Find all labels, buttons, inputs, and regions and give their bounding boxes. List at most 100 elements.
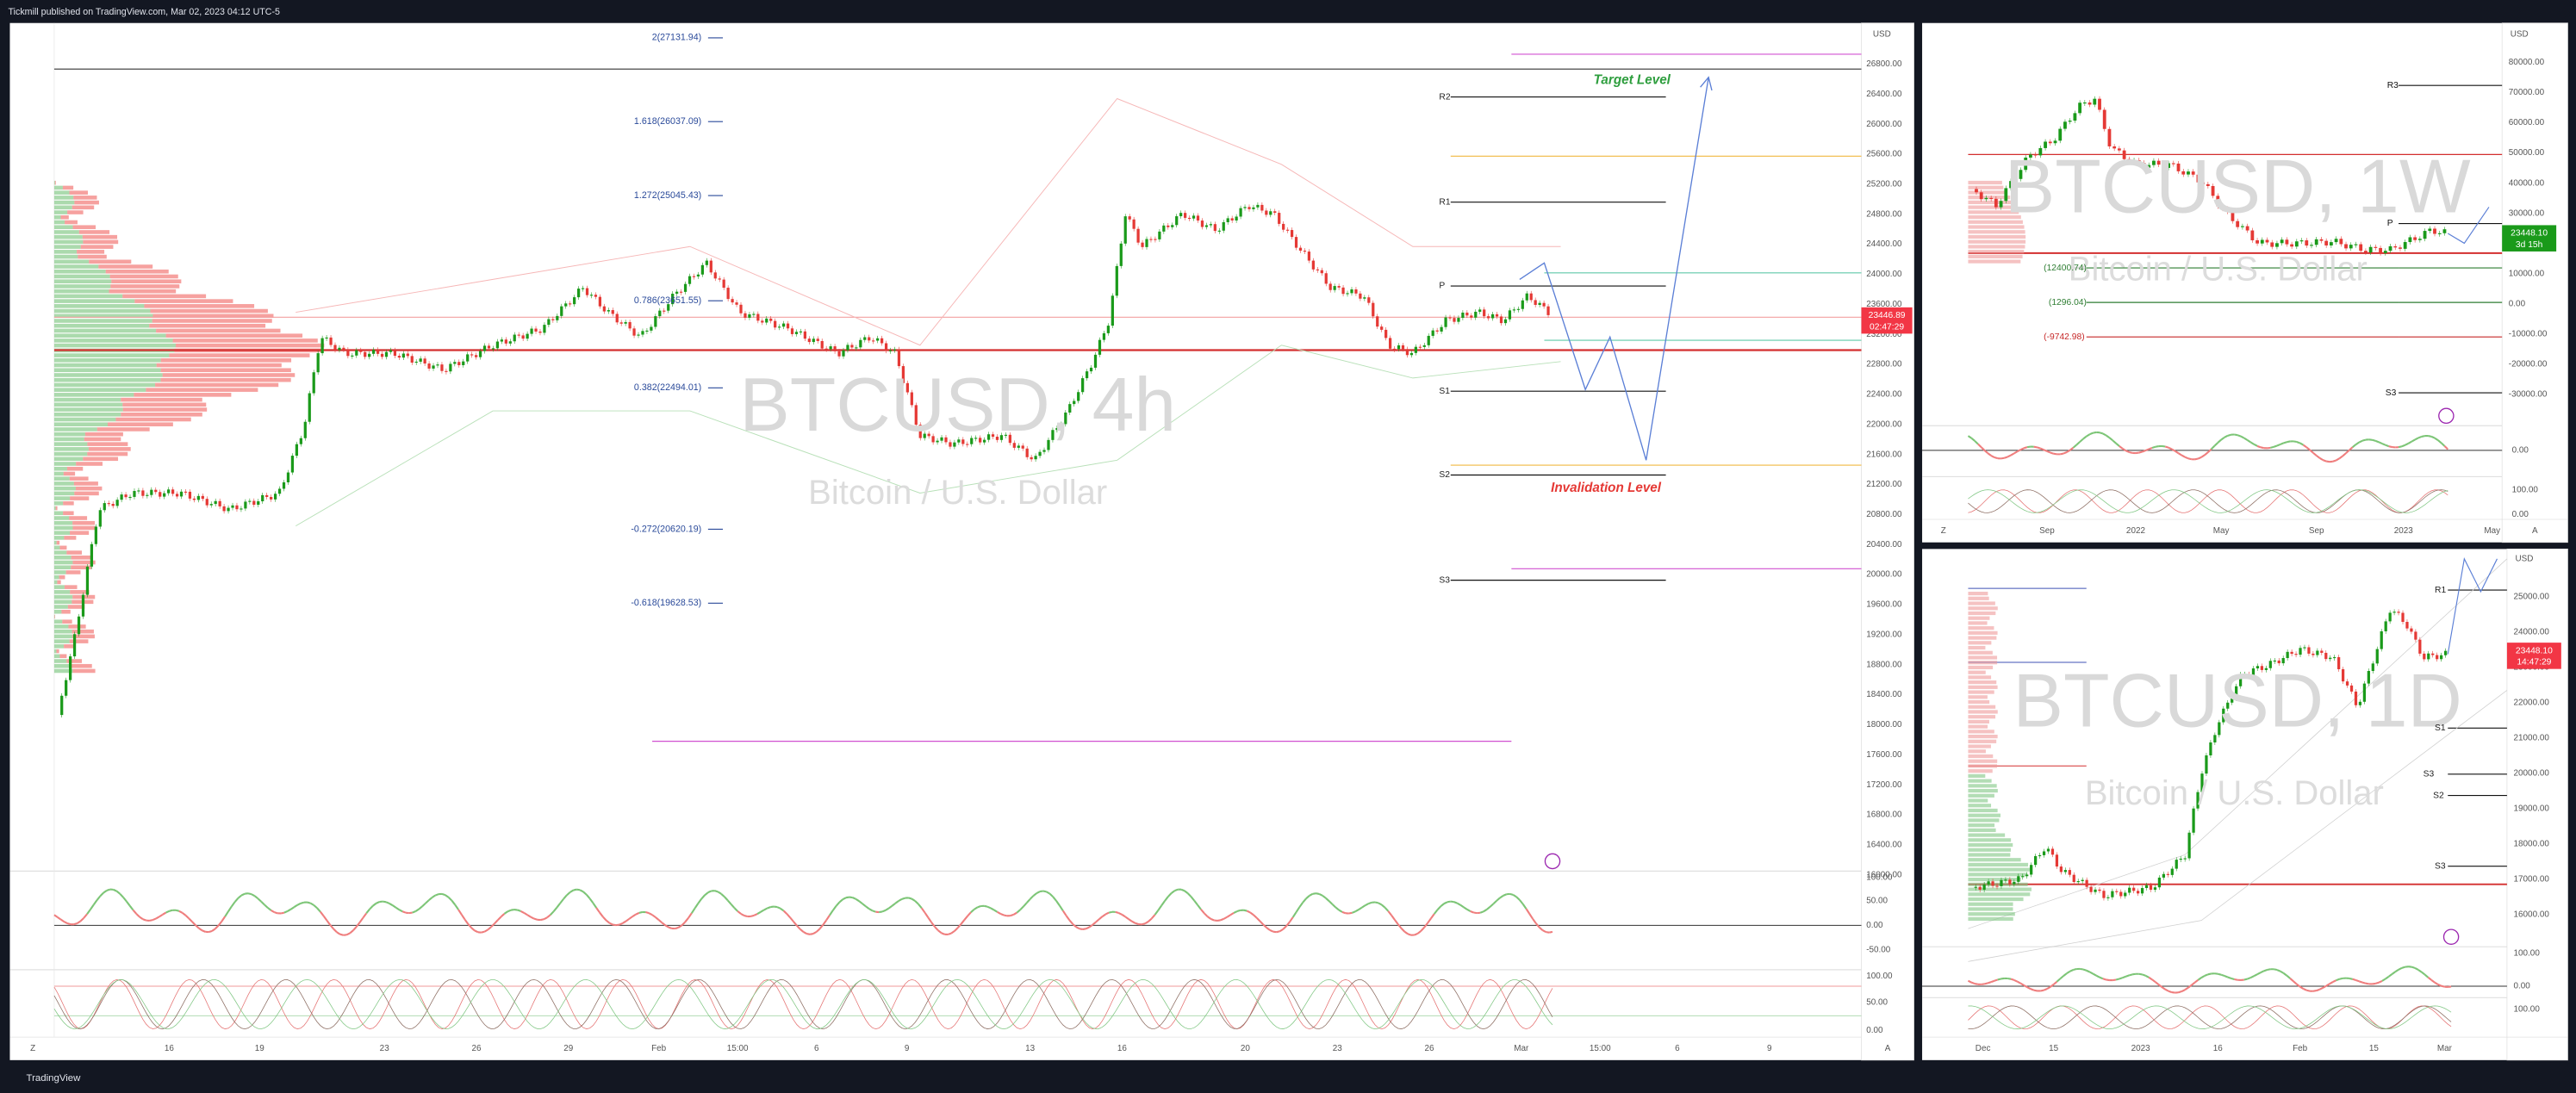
scale-button[interactable]: Z <box>1941 526 1946 536</box>
candle <box>1204 225 1209 227</box>
oscillator <box>389 903 394 907</box>
oscillator <box>313 904 318 910</box>
volume-profile-bar <box>1968 739 1997 743</box>
oscillator <box>648 912 653 916</box>
oscillator <box>247 892 252 896</box>
candle <box>1341 287 1345 295</box>
volume-profile-bar <box>1968 630 1998 635</box>
oscillator <box>1528 913 1534 920</box>
fib-label: 2(27131.94) <box>652 33 702 43</box>
oscillator <box>881 909 887 913</box>
volume-profile-bar <box>115 417 191 422</box>
oscillator <box>1291 911 1297 918</box>
volume-profile-bar <box>53 417 116 422</box>
candle <box>1081 378 1085 393</box>
candle <box>709 260 712 273</box>
oscillator <box>872 910 876 913</box>
candle <box>188 491 192 499</box>
volume-profile-bar <box>53 239 84 245</box>
oscillator <box>657 919 663 924</box>
oscillator <box>412 910 416 914</box>
candle <box>1294 237 1298 248</box>
oscillator <box>362 912 368 919</box>
time-axis-label: Feb <box>651 1044 667 1053</box>
candle <box>2046 848 2050 852</box>
volume-profile-bar <box>53 393 134 397</box>
oscillator <box>2224 434 2229 438</box>
oscillator <box>546 914 551 919</box>
oscillator <box>264 904 269 909</box>
oscillator <box>2020 447 2025 450</box>
candle <box>2192 808 2195 833</box>
candle <box>171 489 175 494</box>
oscillator <box>2253 973 2258 978</box>
oscillator <box>918 904 923 909</box>
oscillator <box>862 903 867 908</box>
candle <box>364 351 367 357</box>
price-axis-label: 50000.00 <box>2509 148 2545 158</box>
price-axis-label: 0.00 <box>2509 299 2526 308</box>
candle <box>2380 630 2383 649</box>
candle <box>2034 855 2038 866</box>
candle <box>423 358 426 364</box>
channel <box>1968 690 2508 962</box>
candle <box>179 491 184 497</box>
oscillator <box>1226 914 1231 918</box>
candle <box>637 334 640 336</box>
time-axis-label: 16 <box>1117 1044 1128 1053</box>
candle <box>1991 881 1994 886</box>
oscillator <box>1010 913 1014 917</box>
oscillator <box>1276 930 1280 934</box>
oscillator <box>619 922 624 926</box>
scale-button[interactable]: A <box>2532 526 2538 536</box>
oscillator <box>2082 968 2088 972</box>
volume-profile-bar <box>53 314 153 319</box>
candle <box>2222 708 2225 723</box>
oscillator <box>2322 984 2327 989</box>
oscillator <box>677 924 682 928</box>
oscillator <box>2102 432 2107 437</box>
scale-button[interactable]: Z <box>30 1044 35 1053</box>
last-price: 23448.10 <box>2516 646 2553 655</box>
time-axis-label: 15 <box>2369 1044 2380 1053</box>
oscillator <box>1160 900 1166 906</box>
oscillator <box>1423 922 1428 928</box>
oscillator <box>2336 457 2340 462</box>
oscillator <box>799 928 805 933</box>
oscillator <box>2155 445 2159 448</box>
volume-profile-bar <box>105 269 169 274</box>
oscillator <box>428 897 433 902</box>
alert-icon <box>2438 407 2455 425</box>
oscillator <box>2293 440 2298 444</box>
candle <box>1307 252 1311 261</box>
oscillator <box>1210 917 1215 922</box>
volume-profile-bar <box>1968 823 1995 828</box>
oscillator <box>2148 446 2153 450</box>
time-axis-label: 15:00 <box>1590 1044 1611 1053</box>
candle <box>914 405 918 425</box>
volume-profile-bar <box>160 377 291 382</box>
candle <box>526 333 529 339</box>
candle <box>2329 657 2332 660</box>
candle <box>560 306 563 316</box>
candle <box>790 328 794 334</box>
oscillator <box>2378 979 2383 984</box>
volume-profile-bar <box>53 289 109 294</box>
scale-button[interactable]: A <box>1885 1044 1891 1053</box>
candle <box>2078 102 2082 114</box>
oscillator <box>704 891 709 897</box>
volume-profile-bar <box>1968 230 2025 234</box>
volume-profile-bar <box>1968 670 1986 674</box>
candle <box>837 351 841 357</box>
oscillator <box>829 910 834 916</box>
oscillator <box>293 904 298 909</box>
oscillator <box>280 911 285 915</box>
candle <box>1525 293 1528 301</box>
oscillator <box>1400 928 1406 933</box>
decorations <box>9 22 2568 1061</box>
oscillator <box>2093 431 2097 434</box>
volume-profile-bar <box>1968 882 2028 886</box>
volume-profile-bar <box>53 397 121 402</box>
candle <box>167 489 171 494</box>
volume-profile-bar <box>53 663 72 668</box>
